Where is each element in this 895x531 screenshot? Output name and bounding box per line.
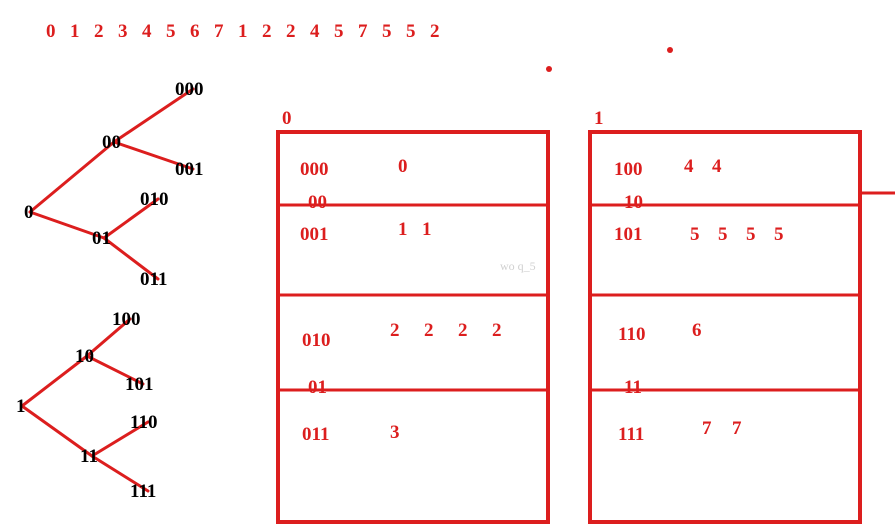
sequence-digit: 2	[430, 21, 440, 42]
tree-node-label: 00	[102, 132, 121, 153]
bucket-value: 2	[390, 320, 400, 341]
bucket-code: 111	[618, 424, 644, 445]
sequence-digit: 2	[262, 21, 272, 42]
tree-node-label: 000	[175, 79, 204, 100]
sequence-digit: 6	[190, 21, 200, 42]
tree-node-label: 111	[130, 481, 156, 502]
bucket-value: 1	[422, 219, 432, 240]
bucket-code: 001	[300, 224, 329, 245]
bucket-value: 1	[398, 219, 408, 240]
diagram-canvas: 01234567122457552wo q_500000001010001011…	[0, 0, 895, 531]
bucket-mid-label: 11	[624, 377, 642, 398]
bucket-box	[278, 132, 548, 522]
bucket-value: 5	[746, 224, 756, 245]
sequence-digit: 5	[382, 21, 392, 42]
sequence-digit: 1	[238, 21, 248, 42]
box-header: 0	[282, 108, 292, 129]
bucket-value: 2	[458, 320, 468, 341]
bucket-value: 7	[702, 418, 712, 439]
bucket-value: 2	[492, 320, 502, 341]
sequence-digit: 4	[142, 21, 152, 42]
tree-node-label: 110	[130, 412, 157, 433]
tree-node-label: 01	[92, 228, 111, 249]
bucket-code: 010	[302, 330, 331, 351]
sequence-digit: 0	[46, 21, 56, 42]
sequence-digit: 2	[94, 21, 104, 42]
bucket-mid-label: 01	[308, 377, 327, 398]
bucket-code: 000	[300, 159, 329, 180]
bucket-value: 2	[424, 320, 434, 341]
bucket-value: 5	[690, 224, 700, 245]
bucket-value: 0	[398, 156, 408, 177]
bucket-value: 5	[774, 224, 784, 245]
sequence-digit: 2	[286, 21, 296, 42]
bucket-code: 011	[302, 424, 329, 445]
tree-node-label: 100	[112, 309, 141, 330]
sequence-digit: 5	[334, 21, 344, 42]
stray-dot	[667, 47, 673, 53]
tree-node-label: 11	[80, 446, 98, 467]
tree-node-label: 10	[75, 346, 94, 367]
tree-node-label: 1	[16, 396, 26, 417]
bucket-value: 4	[712, 156, 722, 177]
tree-node-label: 010	[140, 189, 169, 210]
sequence-digit: 5	[406, 21, 416, 42]
tree-node-label: 0	[24, 202, 34, 223]
tree-node-label: 101	[125, 374, 154, 395]
box-header: 1	[594, 108, 604, 129]
sequence-digit: 3	[118, 21, 128, 42]
sequence-digit: 4	[310, 21, 320, 42]
bucket-value: 4	[684, 156, 694, 177]
bucket-value: 3	[390, 422, 400, 443]
bucket-code: 100	[614, 159, 643, 180]
sequence-digit: 7	[358, 21, 368, 42]
bucket-code: 101	[614, 224, 643, 245]
sequence-digit: 1	[70, 21, 80, 42]
tree-node-label: 001	[175, 159, 204, 180]
sequence-digit: 7	[214, 21, 224, 42]
bucket-mid-label: 10	[624, 192, 643, 213]
bucket-value: 5	[718, 224, 728, 245]
bucket-value: 7	[732, 418, 742, 439]
sequence-digit: 5	[166, 21, 176, 42]
bucket-value: 6	[692, 320, 702, 341]
bucket-code: 110	[618, 324, 645, 345]
watermark: wo q_5	[500, 259, 536, 273]
tree-node-label: 011	[140, 269, 167, 290]
bucket-mid-label: 00	[308, 192, 327, 213]
stray-dot	[546, 66, 552, 72]
